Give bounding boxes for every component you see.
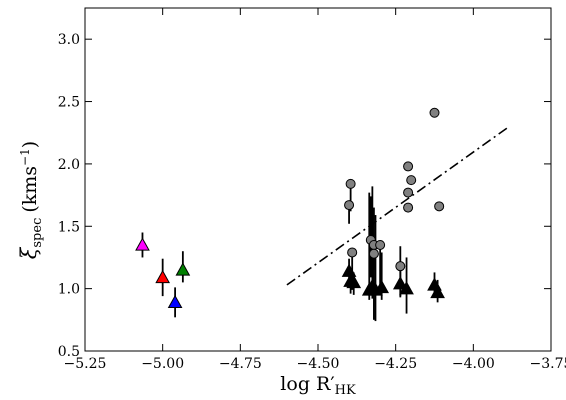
y-tick-label: 1.5 — [58, 219, 80, 235]
x-tick-label: −3.75 — [530, 356, 566, 372]
x-tick-label: −5.00 — [141, 356, 184, 372]
y-tick-label: 1.0 — [58, 282, 80, 298]
fit-line — [286, 127, 508, 286]
data-point-circle — [395, 261, 406, 272]
y-axis-label: ξspec (kms−1) — [17, 141, 45, 259]
x-tick-label: −4.50 — [297, 356, 340, 372]
axis-ticks-layer: −5.25 −5.00 −4.75 −4.50 −4.25 −4.00 −3.75 0.5 1.… — [58, 8, 566, 372]
data-point-circle — [375, 239, 386, 250]
x-tick-label: −4.75 — [219, 356, 262, 372]
data-point-circle — [403, 187, 414, 198]
data-point-triangle — [392, 276, 408, 290]
y-tick-label: 3.0 — [58, 32, 80, 48]
data-point-triangle — [167, 294, 183, 309]
data-point-triangle — [341, 263, 357, 277]
y-axis-label-unit-sup: −1 — [18, 148, 32, 166]
data-point-circle — [368, 248, 379, 259]
data-point-triangle — [430, 284, 445, 299]
data-point-triangle — [155, 269, 171, 284]
y-axis-label-sub: spec — [30, 218, 45, 248]
y-tick-label: 2.0 — [58, 157, 80, 173]
y-axis-label-main: ξ — [17, 246, 41, 259]
plot-frame — [84, 7, 552, 352]
x-axis-label-sub: HK — [335, 383, 356, 398]
y-axis-label-unit-close: ) — [19, 141, 41, 148]
data-point-triangle — [374, 279, 390, 294]
x-axis-label-main: log R′ — [280, 373, 334, 395]
data-point-circle — [347, 247, 358, 258]
data-point-circle — [434, 201, 445, 212]
data-point-circle — [403, 161, 414, 172]
data-point-circle — [406, 175, 417, 186]
data-point-triangle — [346, 274, 362, 289]
x-tick-label: −4.00 — [452, 356, 495, 372]
data-point-triangle — [175, 262, 191, 276]
data-points-layer — [135, 107, 445, 309]
x-tick-label: −4.25 — [374, 356, 417, 372]
y-tick-label: 0.5 — [58, 344, 80, 360]
y-axis-label-unit: (kms — [19, 166, 41, 213]
data-point-circle — [345, 178, 356, 189]
fit-line-layer — [286, 127, 508, 286]
data-point-circle — [344, 200, 355, 211]
data-point-circle — [403, 202, 414, 213]
x-axis-label: log R′HK — [280, 373, 356, 398]
data-point-triangle — [135, 237, 150, 251]
data-point-circle — [429, 107, 440, 118]
data-point-triangle — [399, 281, 414, 295]
x-tick-label: −5.25 — [64, 356, 107, 372]
error-bars-layer — [141, 183, 439, 322]
y-tick-label: 2.5 — [58, 95, 80, 111]
